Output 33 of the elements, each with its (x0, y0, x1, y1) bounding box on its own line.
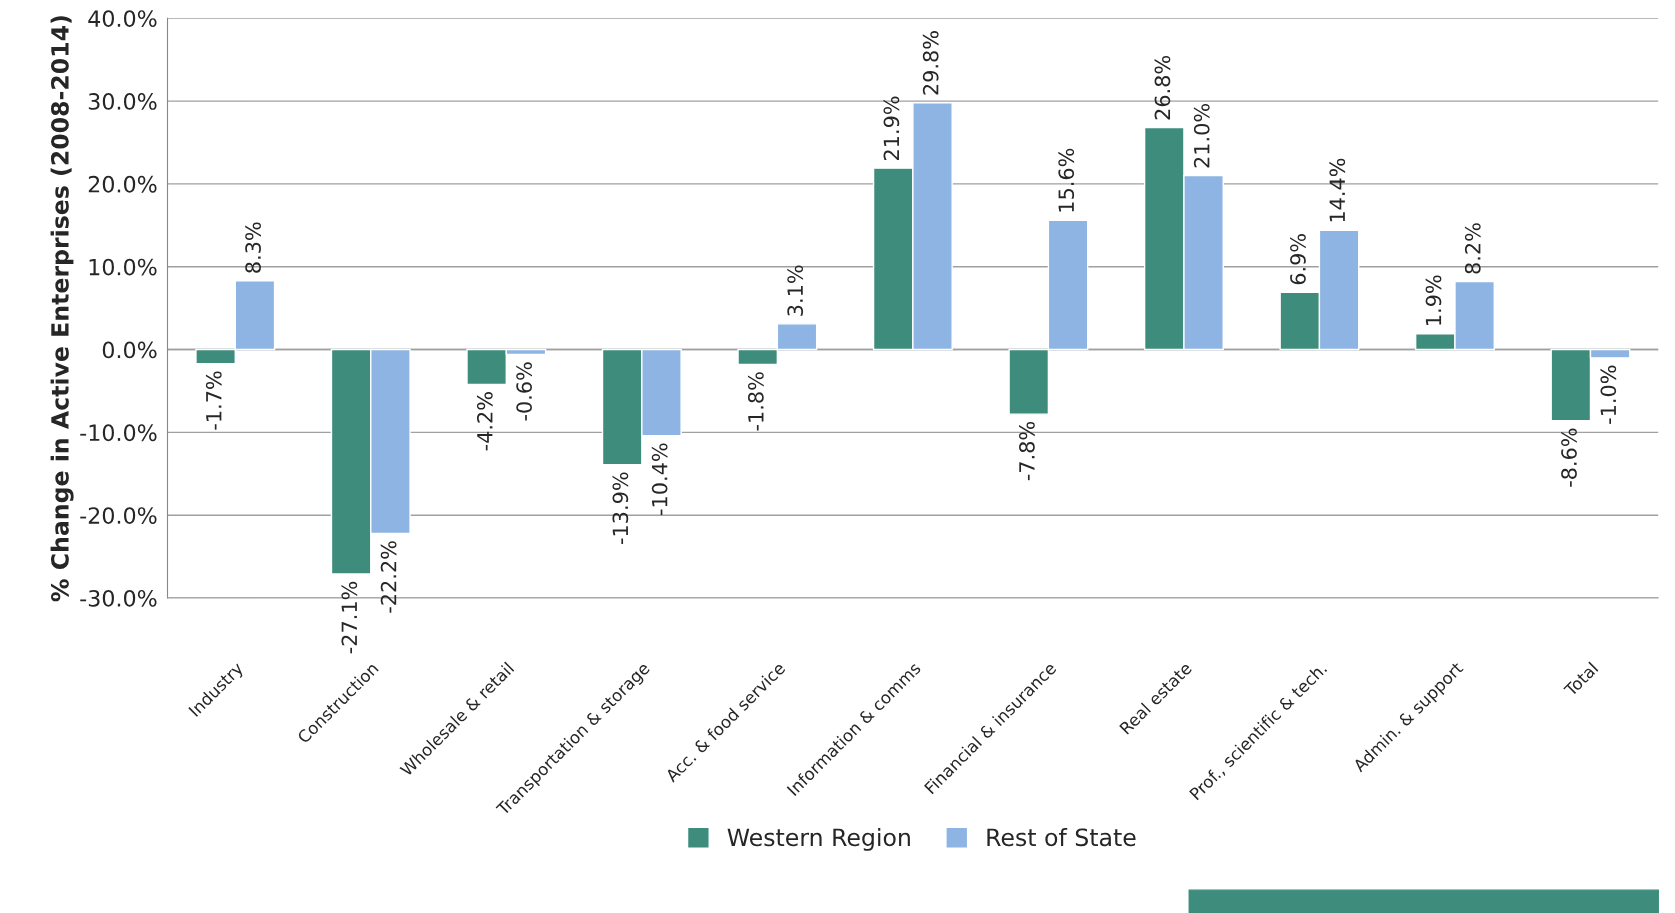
y-tick-label: 0.0% (102, 341, 157, 359)
data-label: -22.2% (380, 541, 397, 613)
y-tick-label: 30.0% (88, 93, 157, 110)
data-label: -10.4% (651, 443, 668, 515)
data-label: 1.9% (1425, 275, 1442, 325)
y-tick-label: 40.0% (88, 10, 157, 28)
data-label: 21.9% (883, 96, 900, 161)
data-label: -4.2% (476, 392, 493, 451)
y-tick-label: -10.0% (80, 424, 157, 442)
data-label: 6.9% (1290, 234, 1306, 285)
legend-label: Western Region (727, 827, 910, 851)
data-label: -7.8% (1019, 421, 1035, 481)
data-label: 8.2% (1464, 223, 1481, 274)
data-label: 3.1% (787, 265, 804, 316)
data-label: 8.3% (245, 222, 261, 273)
legend-label: Rest of State (987, 827, 1136, 847)
data-label: 29.8% (922, 31, 939, 95)
y-tick-label: -20.0% (80, 507, 157, 524)
y-tick-label: 10.0% (89, 258, 157, 276)
data-label: -1.0% (1600, 365, 1617, 424)
data-label: -1.8% (747, 372, 764, 431)
data-label: -1.7% (205, 371, 222, 430)
data-label: 21.0% (1193, 103, 1210, 168)
y-axis-title: % Change in Active Enterprises (2008-2014) (50, 16, 74, 602)
data-label: -0.6% (516, 362, 532, 421)
y-tick-label: 20.0% (88, 175, 157, 193)
data-label: -8.6% (1561, 428, 1577, 487)
data-label: -27.1% (341, 581, 358, 654)
data-label: 26.8% (1154, 55, 1171, 120)
data-label: 14.4% (1329, 158, 1346, 222)
data-label: 15.6% (1058, 148, 1075, 212)
y-tick-label: -30.0% (80, 589, 157, 607)
data-label: -13.9% (612, 472, 629, 544)
